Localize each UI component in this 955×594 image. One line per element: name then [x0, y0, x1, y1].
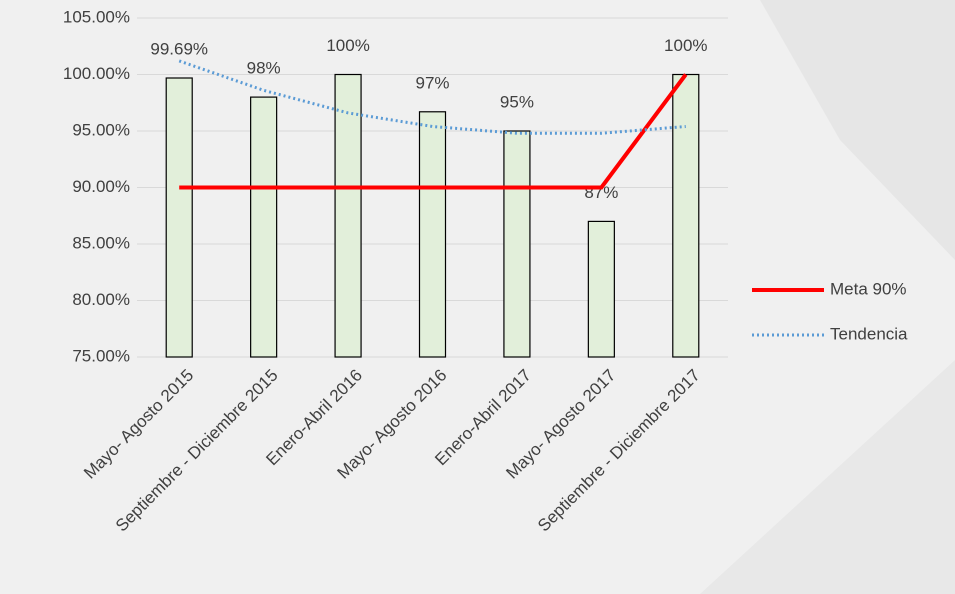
data-label: 100%	[326, 36, 369, 55]
line	[179, 73, 688, 190]
y-tick-label: 75.00%	[72, 346, 130, 365]
y-tick-label: 90.00%	[72, 177, 130, 196]
y-tick-label: 85.00%	[72, 233, 130, 252]
background-pattern	[700, 360, 955, 594]
y-tick-label: 95.00%	[72, 120, 130, 139]
y-tick-label: 100.00%	[63, 64, 130, 83]
bar	[587, 220, 615, 358]
line	[178, 59, 686, 135]
bar	[503, 130, 531, 358]
bar	[165, 77, 193, 358]
data-label: 98%	[247, 59, 281, 78]
bar	[250, 96, 278, 358]
y-tick-label: 105.00%	[63, 7, 130, 26]
data-label: 95%	[500, 92, 534, 111]
background-pattern	[760, 0, 955, 260]
bar	[418, 111, 447, 358]
data-label: 99.69%	[150, 39, 208, 58]
bar	[334, 73, 362, 358]
bar	[672, 73, 700, 358]
data-label: 97%	[415, 73, 449, 92]
legend-label: Tendencia	[830, 324, 908, 343]
y-tick-label: 80.00%	[72, 290, 130, 309]
legend-label: Meta 90%	[830, 279, 907, 298]
data-label: 100%	[664, 36, 707, 55]
